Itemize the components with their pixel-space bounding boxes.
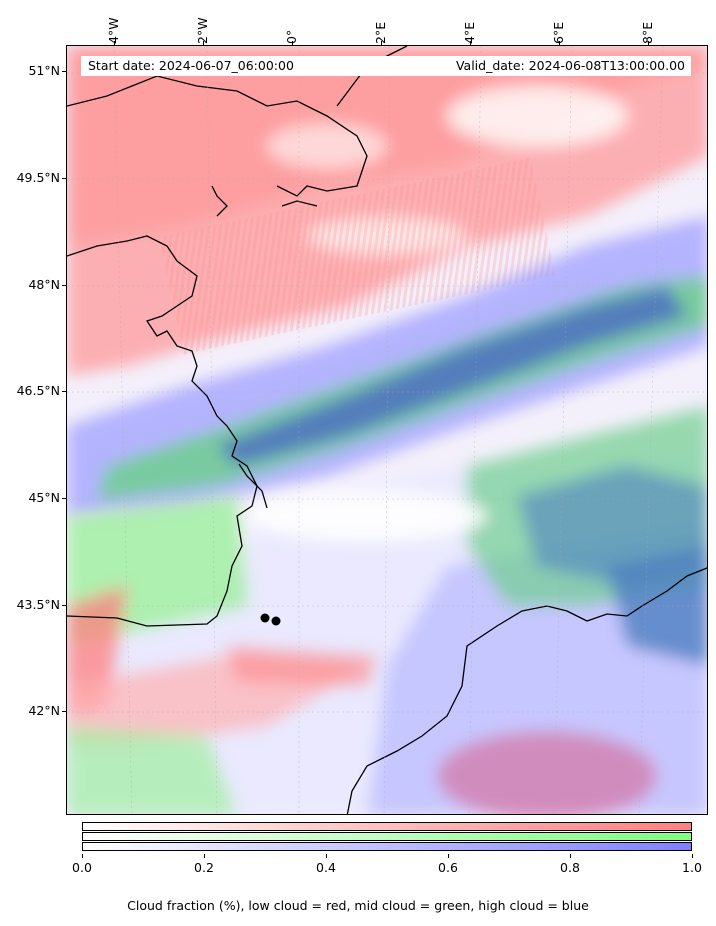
- high-cloud-colorbar: [82, 842, 692, 851]
- latitude-tick-mark: [62, 71, 66, 72]
- longitude-tick-label: 4°E: [462, 21, 477, 44]
- colorbar-tick-mark: [204, 854, 205, 858]
- colorbar-tick-label: 1.0: [682, 860, 702, 875]
- colorbar-tick-mark: [326, 854, 327, 858]
- longitude-tick-label: 6°E: [551, 21, 566, 44]
- location-dot-icon: [260, 613, 270, 623]
- date-info-bar: Start date: 2024-06-07_06:00:00 Valid_da…: [81, 56, 691, 76]
- colorbar-label: Cloud fraction (%), low cloud = red, mid…: [127, 898, 589, 913]
- southern-cloud-field: [67, 406, 707, 814]
- longitude-tick-mark: [381, 41, 382, 45]
- latitude-tick-mark: [62, 285, 66, 286]
- southwest-cloud-field: [67, 496, 377, 814]
- latitude-tick-label: 48°N: [28, 277, 60, 292]
- colorbar-tick-label: 0.6: [438, 860, 458, 875]
- cloud-fraction-map[interactable]: [66, 45, 708, 815]
- longitude-tick-mark: [114, 41, 115, 45]
- longitude-tick-label: 2°W: [195, 17, 210, 44]
- mid-cloud-colorbar: [82, 832, 692, 841]
- latitude-tick-label: 45°N: [28, 490, 60, 505]
- longitude-tick-mark: [203, 41, 204, 45]
- colorbar-tick-label: 0.0: [72, 860, 92, 875]
- graticule: [67, 46, 707, 814]
- longitude-tick-mark: [559, 41, 560, 45]
- latitude-tick-label: 43.5°N: [16, 597, 60, 612]
- colorbar-tick-label: 0.2: [194, 860, 214, 875]
- latitude-tick-label: 49.5°N: [16, 170, 60, 185]
- location-dot-icon: [271, 616, 281, 626]
- latitude-tick-mark: [62, 391, 66, 392]
- colorbar-tick-label: 0.4: [316, 860, 336, 875]
- longitude-tick-mark: [470, 41, 471, 45]
- longitude-tick-mark: [292, 41, 293, 45]
- latitude-tick-mark: [62, 178, 66, 179]
- longitude-tick-label: 2°E: [373, 21, 388, 44]
- start-date-label: Start date: 2024-06-07_06:00:00: [88, 58, 294, 73]
- longitude-tick-mark: [648, 41, 649, 45]
- longitude-tick-label: 8°E: [640, 21, 655, 44]
- latitude-tick-label: 51°N: [28, 63, 60, 78]
- colorbar-tick-label: 0.8: [560, 860, 580, 875]
- low-cloud-colorbar: [82, 822, 692, 831]
- colorbar-tick-mark: [570, 854, 571, 858]
- colorbar-tick-mark: [82, 854, 83, 858]
- longitude-tick-label: 4°W: [106, 17, 121, 44]
- colorbar-ticks: 0.0 0.2 0.4 0.6 0.8 1.0: [72, 854, 702, 884]
- longitude-tick-label: 0°: [284, 29, 299, 44]
- map-canvas: [67, 46, 707, 814]
- frontal-cloud-band: [67, 216, 707, 516]
- latitude-tick-label: 42°N: [28, 703, 60, 718]
- colorbar-tick-mark: [448, 854, 449, 858]
- latitude-tick-mark: [62, 498, 66, 499]
- colorbar-tick-mark: [692, 854, 693, 858]
- valid-date-label: Valid_date: 2024-06-08T13:00:00.00: [455, 58, 685, 73]
- latitude-tick-mark: [62, 605, 66, 606]
- latitude-tick-label: 46.5°N: [16, 383, 60, 398]
- latitude-tick-mark: [62, 711, 66, 712]
